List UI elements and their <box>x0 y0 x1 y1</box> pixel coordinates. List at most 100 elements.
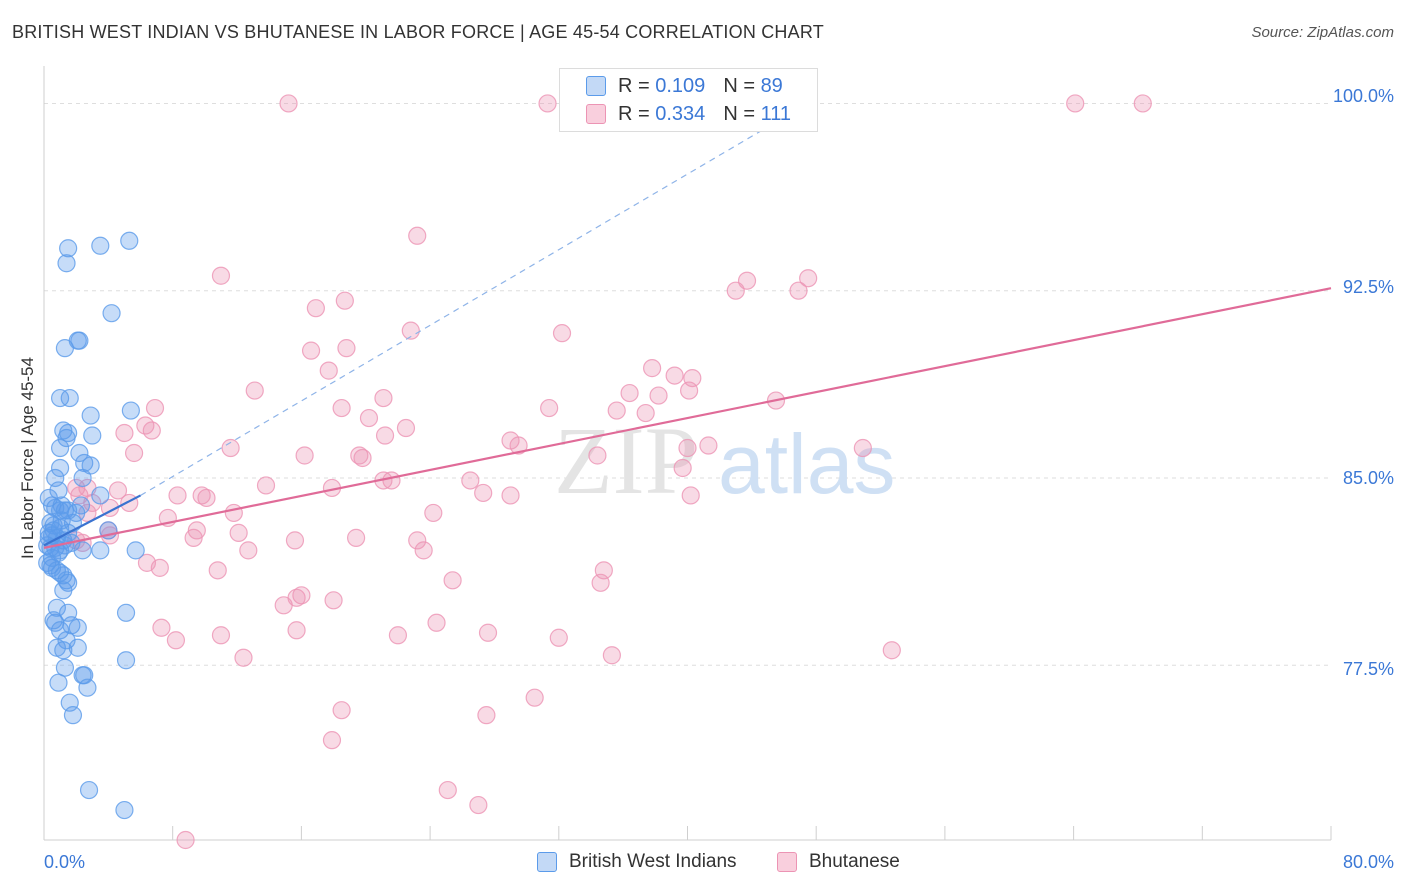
data-point <box>285 531 305 550</box>
data-point <box>59 239 78 258</box>
data-point <box>73 468 92 488</box>
data-point <box>102 304 121 323</box>
data-point <box>279 94 298 113</box>
data-point <box>245 381 264 400</box>
data-point <box>636 403 655 423</box>
data-point <box>81 406 100 425</box>
data-point <box>602 646 621 665</box>
y-tick-label: 100.0% <box>1332 86 1394 106</box>
data-point <box>680 381 699 400</box>
legend-swatch-pink <box>777 852 797 872</box>
data-point <box>145 398 165 418</box>
data-point <box>116 603 136 622</box>
data-point <box>414 541 433 560</box>
legend-swatch-blue <box>586 76 606 96</box>
data-point <box>591 573 610 592</box>
data-point <box>229 523 248 542</box>
data-point <box>54 581 73 600</box>
data-point <box>54 641 73 660</box>
data-point <box>121 401 140 420</box>
data-point <box>478 623 498 642</box>
data-point <box>699 436 718 455</box>
data-point <box>1133 94 1152 113</box>
trend-lines <box>43 97 1332 549</box>
data-point <box>375 426 395 445</box>
data-point <box>68 638 87 657</box>
data-point <box>91 541 110 560</box>
data-point <box>42 548 62 567</box>
data-point <box>124 443 144 463</box>
data-point <box>63 706 83 725</box>
data-point <box>408 226 427 245</box>
legend-n-value: 89 <box>760 74 783 97</box>
data-point <box>424 503 443 523</box>
data-point <box>115 800 134 820</box>
data-point <box>126 541 145 560</box>
legend-r-value: 0.334 <box>655 102 706 125</box>
data-point <box>396 418 416 438</box>
data-point <box>150 558 169 577</box>
data-point <box>50 458 70 478</box>
data-point <box>83 426 102 445</box>
data-point <box>120 231 139 250</box>
data-point <box>152 618 171 637</box>
data-point <box>359 408 379 428</box>
data-point <box>91 236 110 255</box>
data-point <box>306 299 325 318</box>
data-point <box>184 528 203 547</box>
data-point <box>301 341 321 360</box>
legend-swatch-blue <box>537 852 557 872</box>
data-point <box>607 401 626 420</box>
data-point <box>853 438 872 458</box>
trend-line-pink <box>43 287 1332 549</box>
data-point <box>322 731 342 750</box>
legend-r-label: R = <box>618 102 650 125</box>
data-point <box>166 631 186 650</box>
data-point <box>332 398 351 418</box>
data-point <box>68 618 87 637</box>
legend-r-label: R = <box>618 74 650 97</box>
data-point <box>401 321 420 340</box>
data-point <box>588 446 607 465</box>
data-point <box>335 291 354 310</box>
data-point <box>176 830 195 850</box>
data-point <box>427 613 446 632</box>
data-point <box>287 621 306 640</box>
data-point <box>469 795 488 815</box>
data-point <box>49 673 68 692</box>
data-point <box>649 386 668 405</box>
legend-item-bhutanese[interactable]: Bhutanese <box>777 851 900 873</box>
legend-item-british-west-indians[interactable]: British West Indians <box>537 851 737 873</box>
series-bhutanese <box>67 94 1152 850</box>
data-point <box>525 688 544 707</box>
legend-n-label: N = <box>723 102 755 125</box>
data-point <box>477 706 496 725</box>
chart-title: BRITISH WEST INDIAN VS BHUTANESE IN LABO… <box>12 22 824 42</box>
data-point <box>438 780 457 800</box>
data-point <box>70 331 89 350</box>
legend-n-value: 111 <box>760 102 791 125</box>
data-point <box>57 254 76 273</box>
data-point <box>726 281 745 300</box>
y-tick-label: 77.5% <box>1342 659 1394 679</box>
data-point <box>538 94 557 113</box>
data-point <box>239 541 258 560</box>
legend-label: Bhutanese <box>809 851 900 872</box>
data-point <box>256 476 276 495</box>
legend-row-blue: R = 0.109 N = 89 <box>586 74 783 98</box>
data-point <box>1066 94 1085 113</box>
data-point <box>324 591 343 610</box>
data-point <box>197 488 216 508</box>
data-point <box>71 496 91 515</box>
data-point <box>192 486 211 505</box>
data-point <box>221 438 240 458</box>
data-point <box>332 701 351 720</box>
data-point <box>388 626 408 645</box>
data-point <box>346 528 366 547</box>
y-axis-title: In Labor Force | Age 45-54 <box>18 357 37 559</box>
data-point <box>52 496 71 515</box>
data-point <box>79 780 99 800</box>
data-point <box>50 438 70 458</box>
data-point <box>60 388 79 408</box>
data-point <box>49 481 68 500</box>
